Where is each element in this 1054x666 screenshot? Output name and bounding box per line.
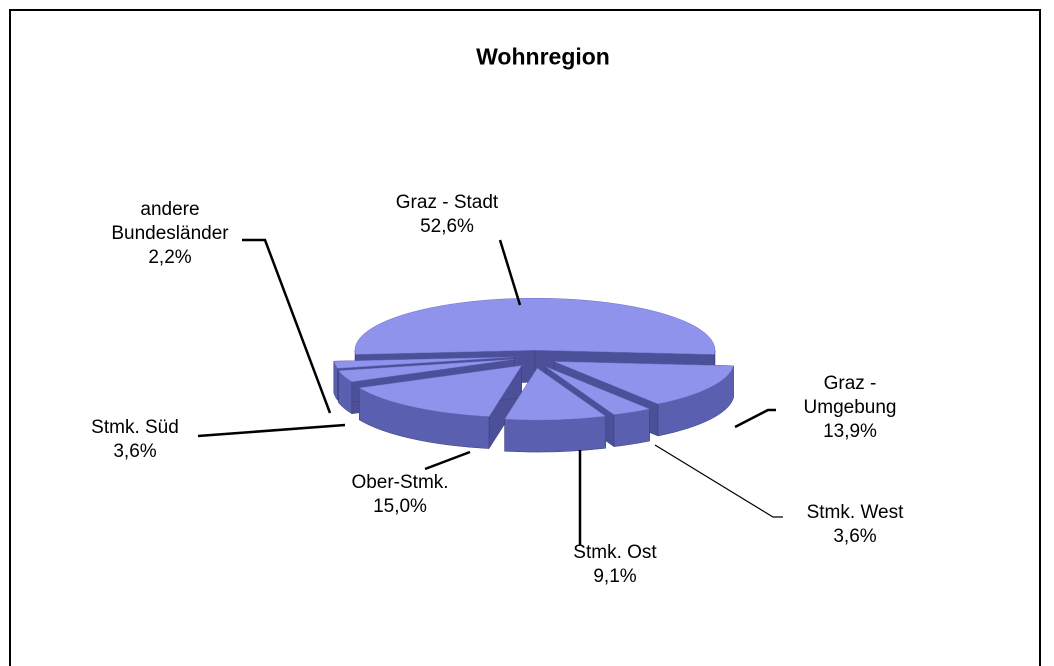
category-label: Graz - Umgebung [803, 373, 897, 418]
category-label: andere Bundesländer [111, 199, 229, 244]
category-label: Stmk. Ost [573, 542, 657, 563]
slice-top [554, 361, 734, 405]
slice-top [333, 356, 514, 369]
leader-line [734, 408, 776, 429]
slice-top [504, 367, 607, 421]
slice-top [358, 365, 523, 417]
chart-title: Wohnregion [476, 43, 610, 70]
value-label: 15,0% [373, 496, 427, 517]
value-label: 3,6% [833, 526, 877, 547]
slice-label: Graz - Stadt 52,6% [372, 191, 522, 239]
slice-label: Stmk. Süd 3,6% [60, 416, 210, 464]
slice-wall [504, 415, 606, 453]
category-label: Graz - Stadt [395, 192, 499, 213]
leader-line [654, 444, 783, 518]
leader-line [242, 238, 332, 414]
value-label: 52,6% [420, 216, 474, 237]
leader-line [424, 450, 471, 471]
leader-line [197, 423, 346, 438]
category-label: Ober-Stmk. [351, 472, 449, 493]
slice-top [545, 366, 651, 415]
value-label: 2,2% [148, 247, 192, 268]
slice-label: Graz - Umgebung 13,9% [800, 372, 900, 444]
slice-label: andere Bundesländer 2,2% [100, 198, 240, 270]
value-label: 9,1% [593, 566, 637, 587]
slice-label: Stmk. West 3,6% [780, 501, 930, 549]
category-label: Stmk. West [806, 502, 904, 523]
leader-line [498, 239, 522, 306]
slice-label: Ober-Stmk. 15,0% [325, 471, 475, 519]
value-label: 3,6% [113, 441, 157, 462]
value-label: 13,9% [823, 421, 877, 442]
slice-top [354, 297, 716, 355]
slice-top [338, 359, 515, 383]
slice-label: Stmk. Ost 9,1% [540, 541, 690, 589]
category-label: Stmk. Süd [91, 417, 179, 438]
slice-wall [613, 408, 650, 447]
